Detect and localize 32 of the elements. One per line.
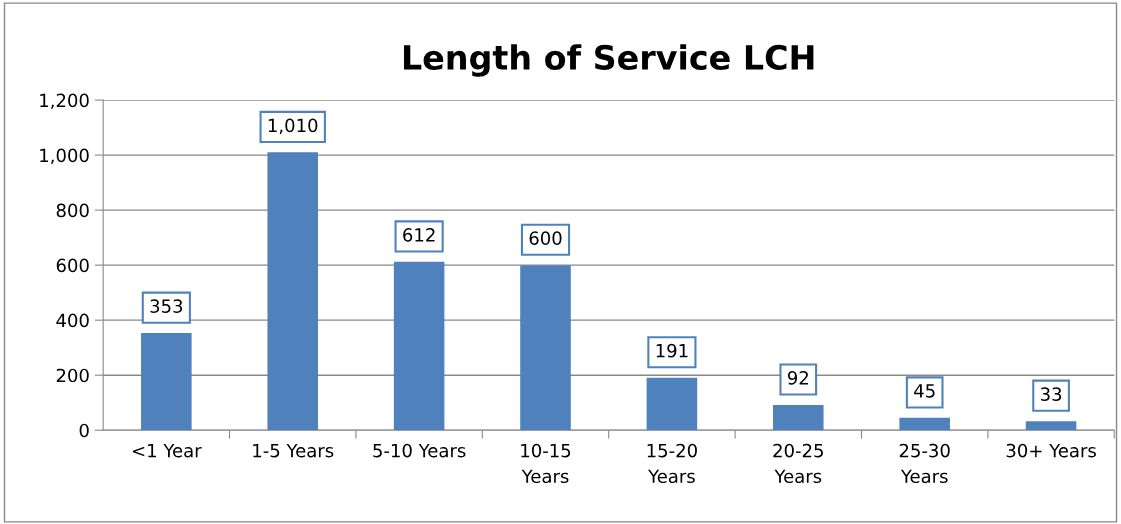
data-label: 191	[656, 343, 688, 358]
x-tick-label: <1 Year	[132, 443, 202, 458]
bar	[646, 377, 698, 431]
y-tick-label: 200	[56, 368, 89, 383]
data-label: 353	[150, 299, 183, 313]
data-label: 33	[1040, 387, 1062, 401]
x-tick-label: 15-20 Years	[647, 443, 697, 484]
x-tick-label: 30+ Years	[1006, 443, 1096, 458]
y-tick-label: 600	[56, 258, 89, 273]
x-tick-label: 5-10 Years	[373, 443, 466, 458]
y-tick-label: 1,200	[40, 93, 89, 110]
x-tick-label: 10-15 Years	[521, 443, 571, 484]
data-label: 600	[529, 231, 562, 245]
x-tick-label: 25-30 Years	[899, 443, 950, 484]
data-label: 612	[403, 228, 435, 242]
data-label: 92	[787, 371, 808, 385]
bar	[520, 265, 571, 431]
x-tick-label: 20-25 Years	[773, 443, 823, 484]
bar	[393, 261, 445, 431]
y-tick-label: 400	[56, 313, 89, 328]
y-tick-label: 1,000	[40, 148, 89, 165]
chart-title: Length of Service LCH	[404, 44, 814, 77]
bar	[899, 417, 950, 431]
bar	[1025, 421, 1077, 431]
y-tick-label: 800	[56, 203, 89, 218]
y-tick-label: 0	[79, 423, 89, 438]
bar	[773, 404, 824, 431]
bar	[267, 152, 318, 431]
x-tick-label: 1-5 Years	[253, 443, 334, 458]
data-label: 1,010	[268, 118, 318, 135]
data-label: 45	[914, 384, 935, 398]
bar	[141, 333, 192, 431]
